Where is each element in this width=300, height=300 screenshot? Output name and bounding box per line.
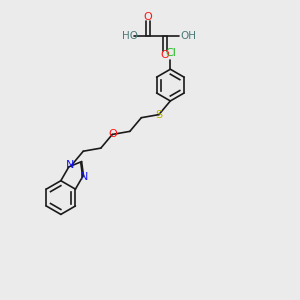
Text: HO: HO: [122, 31, 138, 41]
Text: O: O: [144, 12, 152, 22]
Text: Cl: Cl: [165, 48, 176, 59]
Text: O: O: [108, 130, 117, 140]
Text: OH: OH: [181, 31, 197, 41]
Text: N: N: [80, 172, 88, 182]
Text: N: N: [66, 160, 74, 170]
Text: S: S: [155, 110, 162, 120]
Text: O: O: [160, 50, 169, 60]
